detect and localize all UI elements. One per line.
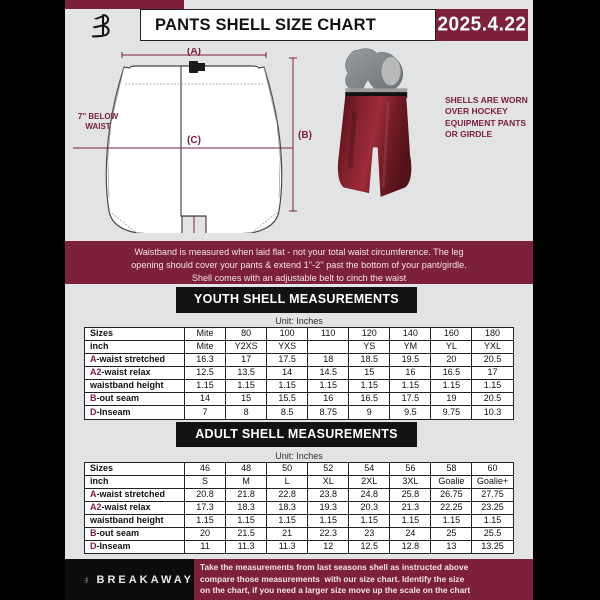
svg-text:(C): (C) xyxy=(187,135,201,146)
svg-text:WAIST: WAIST xyxy=(85,122,110,131)
svg-text:(B): (B) xyxy=(298,130,312,141)
svg-text:7'' BELOW: 7'' BELOW xyxy=(78,112,119,121)
svg-text:(A): (A) xyxy=(187,48,201,57)
